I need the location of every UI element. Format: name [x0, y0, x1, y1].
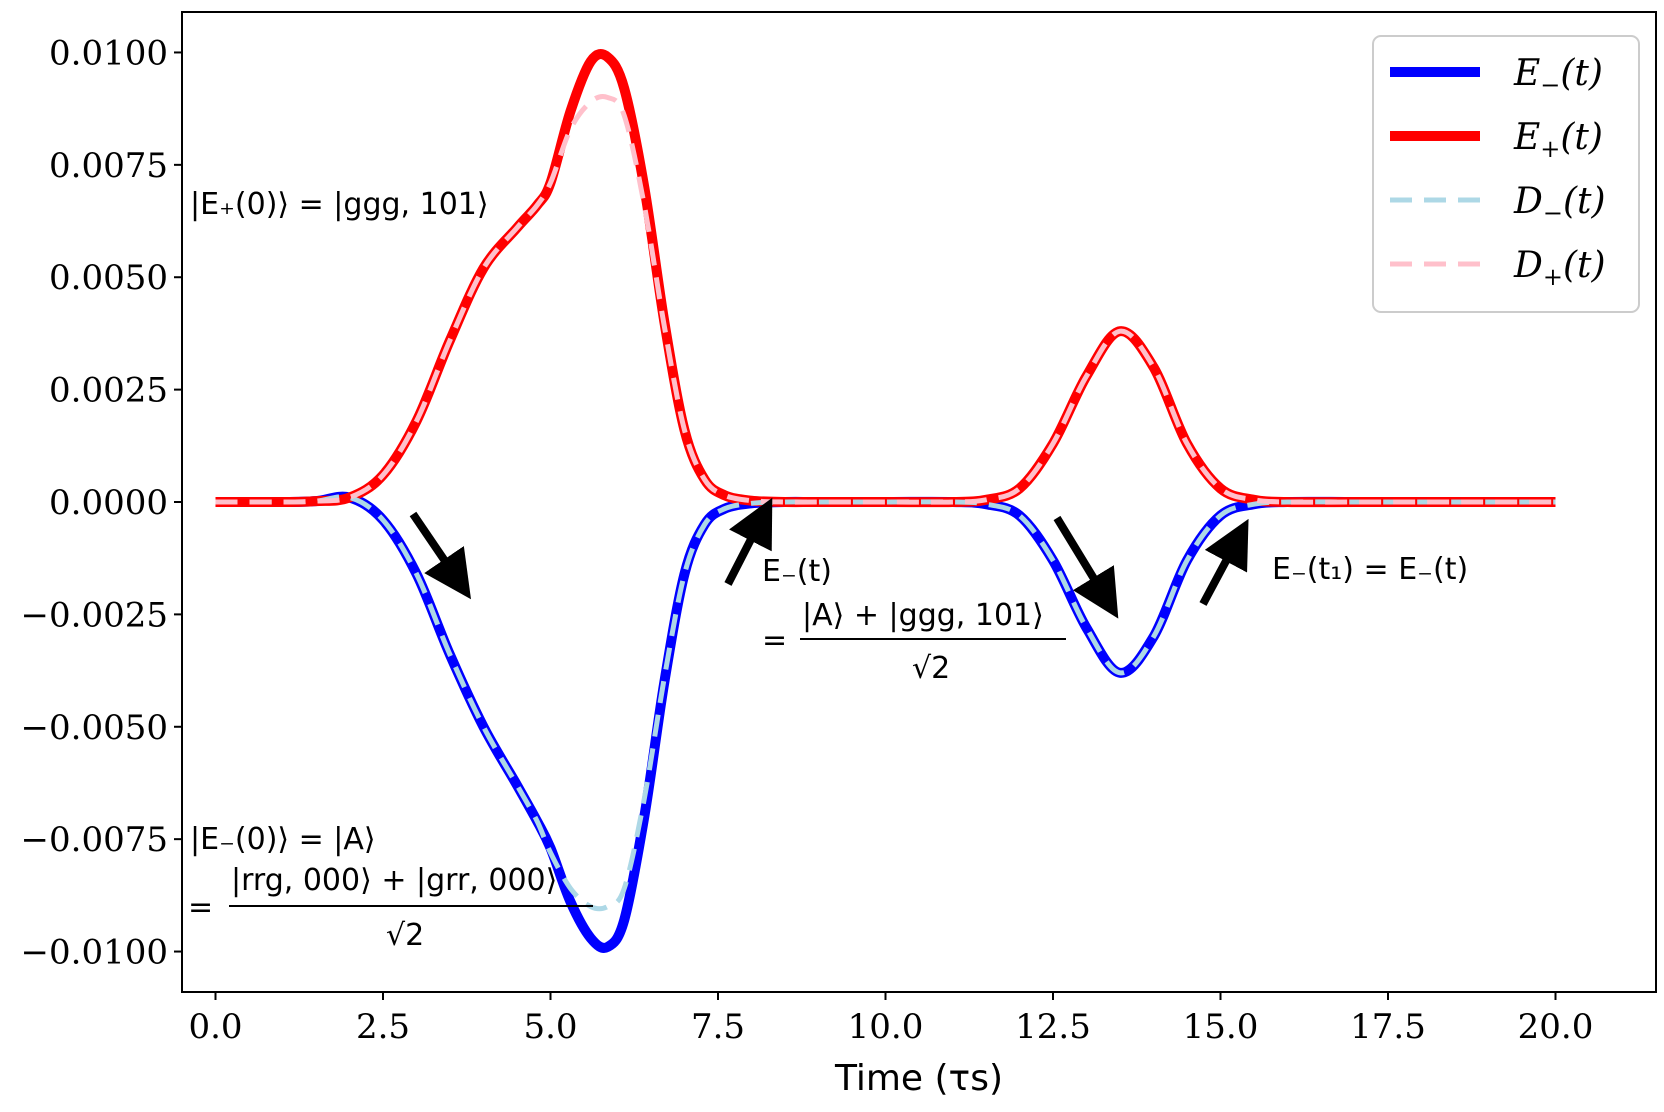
- annotation-e-minus-t-numerator: |A⟩ + |ggg, 101⟩: [802, 598, 1044, 633]
- y-tick-label: 0.0025: [49, 371, 168, 411]
- annotation-e-plus-0: |E₊(0)⟩ = |ggg, 101⟩: [190, 187, 489, 222]
- annotation-equals-2: =: [762, 623, 787, 658]
- annotation-e-minus-t1: E₋(t₁) = E₋(t): [1272, 552, 1468, 587]
- y-tick-label: 0.0000: [49, 483, 168, 523]
- x-tick-label: 7.5: [691, 1007, 745, 1047]
- x-tick-label: 12.5: [1015, 1007, 1091, 1047]
- legend-label: E+(t): [1513, 117, 1603, 163]
- annotation-e-minus-0-numerator: |rrg, 000⟩ + |grr, 000⟩: [231, 863, 557, 898]
- legend-label: D−(t): [1513, 181, 1606, 227]
- x-tick-label: 0.0: [188, 1007, 242, 1047]
- legend-box: [1372, 35, 1640, 313]
- series-line-2: [215, 49, 1556, 508]
- arrow-1: [409, 511, 472, 600]
- x-tick-label: 15.0: [1183, 1007, 1259, 1047]
- y-tick-label: 0.0100: [49, 33, 168, 73]
- y-tick-label: −0.0075: [21, 820, 168, 860]
- y-tick-label: −0.0025: [21, 595, 168, 635]
- annotation-sqrt2-2: √2: [912, 651, 950, 686]
- series-line-4: [215, 93, 1556, 505]
- arrow-3: [1053, 515, 1119, 619]
- annotations: |E₊(0)⟩ = |ggg, 101⟩ |E₋(0)⟩ = |A⟩ = |rr…: [188, 187, 1468, 953]
- legend-label: D+(t): [1513, 245, 1606, 291]
- arrow-4: [1199, 518, 1249, 606]
- axis-ticks: 0.0 2.5 5.0 7.5 10.0 12.5 15.0 17.5 20.0 0.0100 0.…: [21, 33, 1594, 1047]
- y-tick-label: −0.0100: [21, 933, 168, 973]
- arrow-2: [724, 497, 773, 586]
- annotation-equals-1: =: [188, 890, 213, 925]
- legend: E−(t) E+(t) D−(t) D+(t): [1372, 35, 1640, 313]
- x-tick-label: 2.5: [356, 1007, 410, 1047]
- y-tick-label: −0.0050: [21, 708, 168, 748]
- annotation-e-minus-0: |E₋(0)⟩ = |A⟩: [190, 822, 376, 857]
- x-tick-label: 20.0: [1518, 1007, 1594, 1047]
- annotation-arrows: [409, 497, 1249, 619]
- x-axis-title: Time (τs): [834, 1058, 1003, 1099]
- x-tick-label: 10.0: [848, 1007, 924, 1047]
- x-tick-label: 5.0: [523, 1007, 577, 1047]
- annotation-e-minus-t: E₋(t): [762, 554, 832, 589]
- y-tick-label: 0.0050: [49, 258, 168, 298]
- y-tick-label: 0.0075: [49, 146, 168, 186]
- series-line-3: [215, 494, 1556, 912]
- legend-label: E−(t): [1513, 53, 1603, 99]
- x-tick-label: 17.5: [1350, 1007, 1426, 1047]
- annotation-sqrt2-1: √2: [386, 918, 424, 953]
